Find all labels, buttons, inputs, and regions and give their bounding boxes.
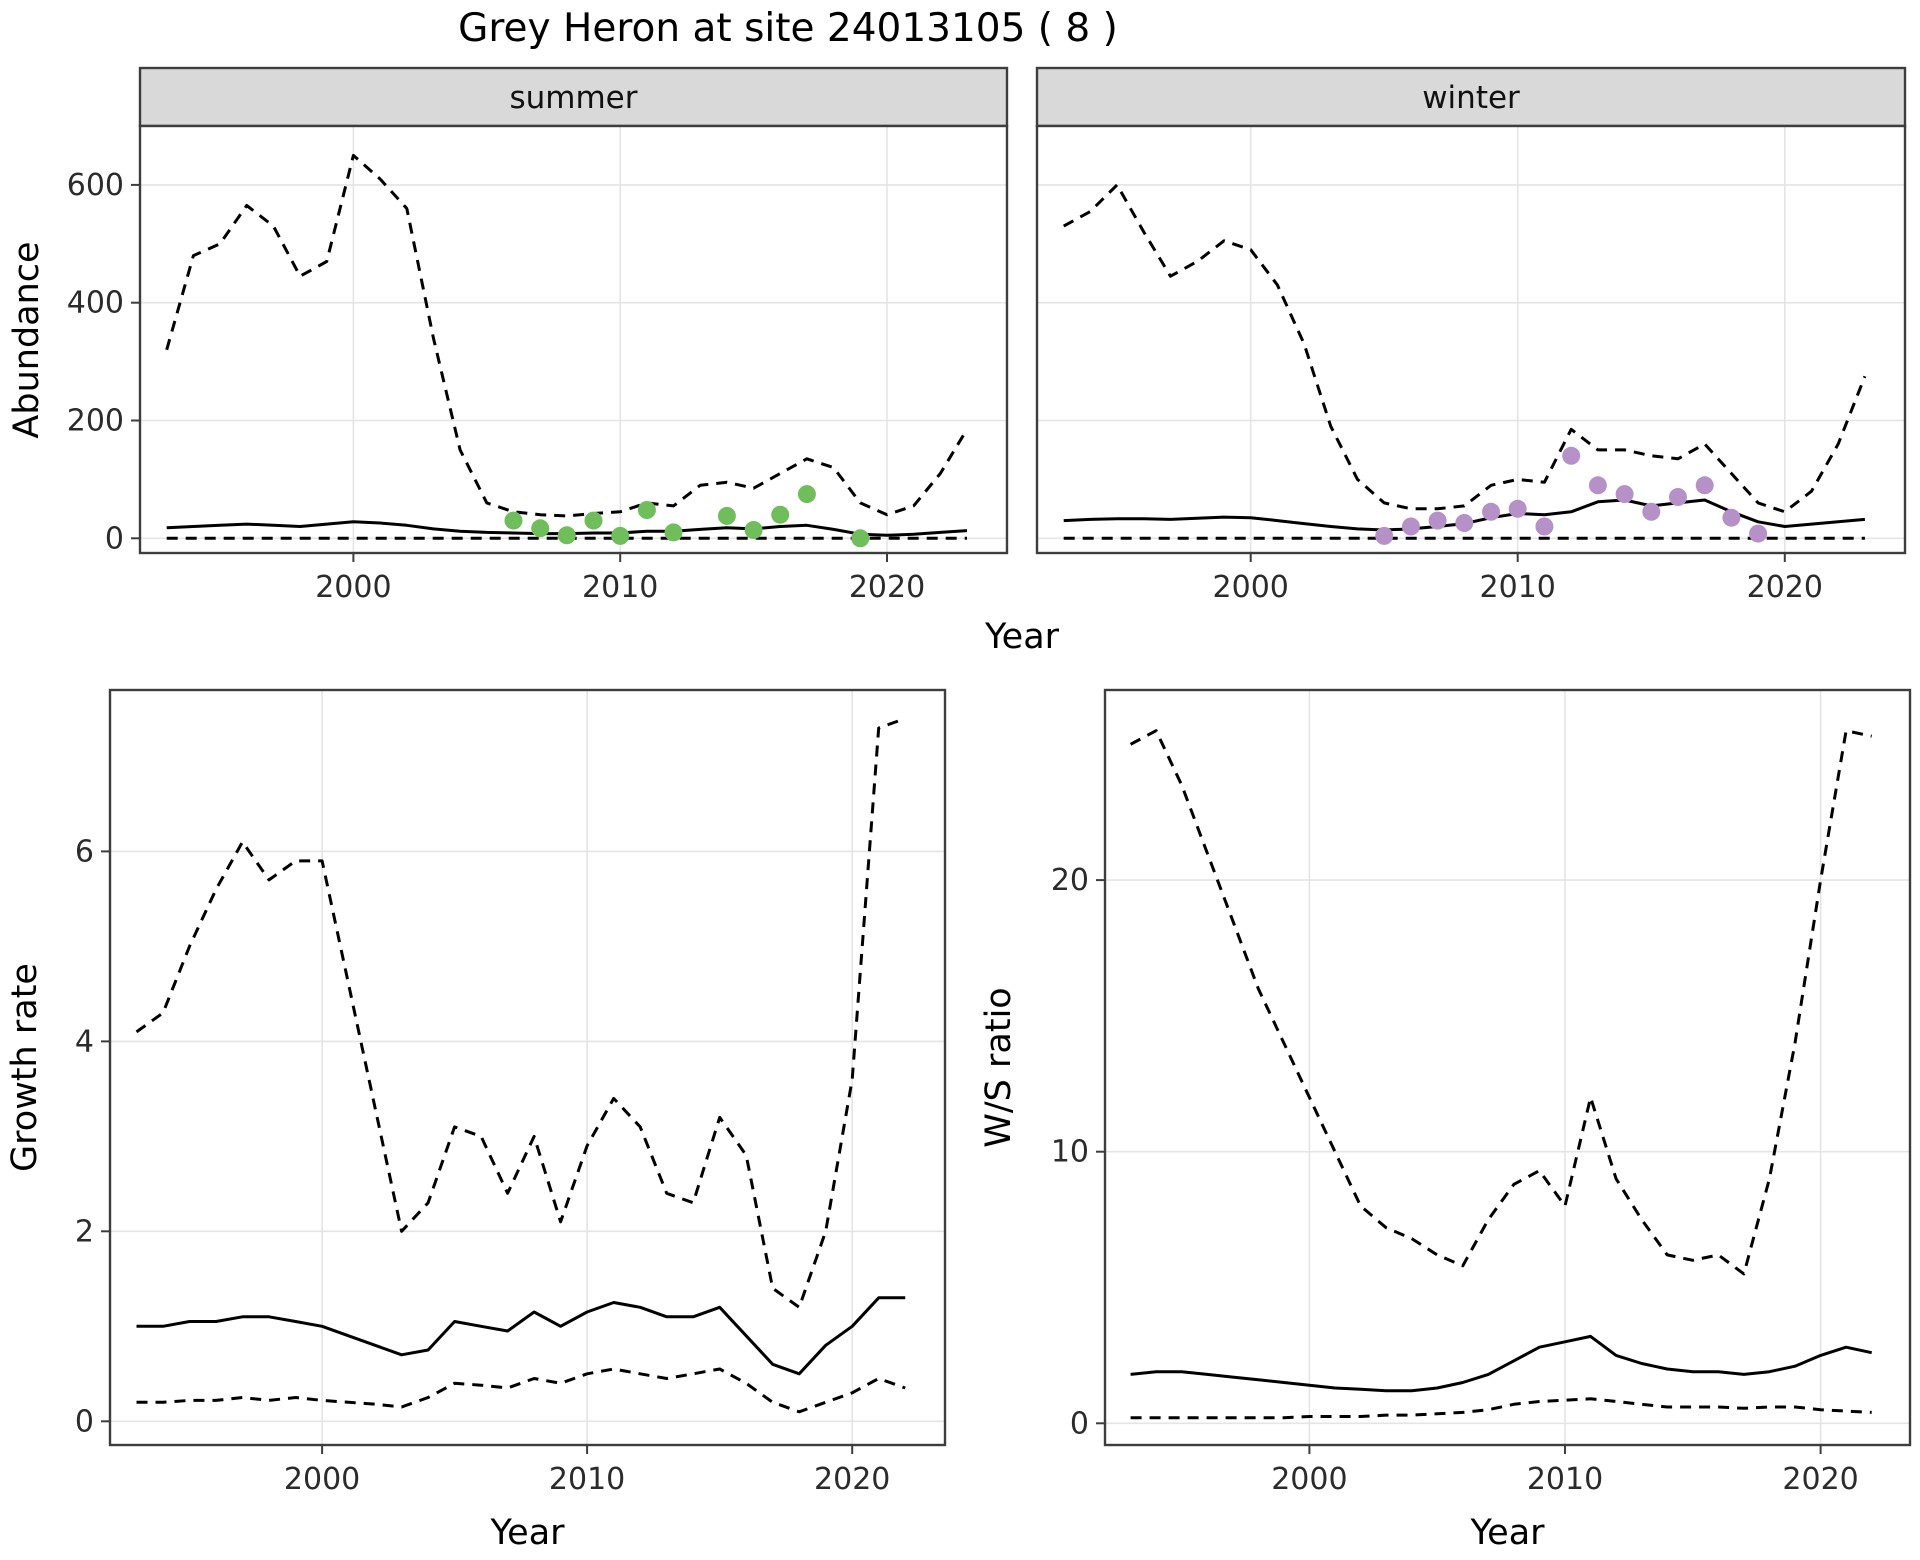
observation-point — [1615, 485, 1634, 504]
observation-point — [1375, 526, 1394, 545]
observation-point — [1749, 524, 1768, 543]
observation-point — [531, 519, 550, 538]
x-tick-label: 2010 — [1480, 570, 1556, 605]
x-tick-label: 2020 — [1782, 1462, 1858, 1497]
upper-ci-line — [1062, 183, 1867, 514]
x-axis-label: Year — [489, 1513, 565, 1553]
observation-point — [1588, 476, 1607, 495]
x-tick-label: 2020 — [849, 570, 925, 605]
observation-point — [1401, 517, 1420, 536]
x-tick-label: 2000 — [315, 570, 391, 605]
observation-point — [664, 523, 683, 542]
observation-point — [1508, 499, 1527, 518]
panel-border — [1035, 124, 1907, 555]
facet-label: summer — [509, 80, 637, 116]
facet-strip — [138, 66, 1009, 128]
observation-point — [584, 511, 603, 530]
x-axis-label: Year — [1469, 1513, 1545, 1553]
x-tick-label: 2000 — [1271, 1462, 1347, 1497]
y-tick-label: 4 — [75, 1024, 94, 1059]
y-tick-label: 20 — [1051, 863, 1089, 898]
y-tick-label: 0 — [75, 1404, 94, 1439]
observation-point — [1455, 514, 1474, 532]
panel-background — [110, 690, 945, 1445]
observation-point — [1562, 446, 1581, 465]
x-tick-label: 2010 — [549, 1462, 625, 1497]
y-tick-label: 0 — [105, 521, 124, 556]
median-line — [1130, 1334, 1873, 1393]
panel-background — [140, 126, 1007, 553]
figure-title: Grey Heron at site 24013105 ( 8 ) — [458, 6, 1118, 51]
y-tick-label: 600 — [67, 168, 124, 203]
observation-point — [1428, 511, 1447, 530]
y-tick-label: 200 — [67, 404, 124, 439]
observation-point — [504, 511, 523, 530]
x-tick-label: 2000 — [1213, 570, 1289, 605]
upper-ci-line — [135, 717, 906, 1309]
facet-label: winter — [1422, 80, 1520, 116]
x-axis-label: Year — [984, 617, 1060, 657]
observation-point — [1642, 502, 1661, 521]
observation-point — [1669, 488, 1687, 506]
y-tick-label: 0 — [1070, 1406, 1089, 1441]
panel-background — [1105, 690, 1910, 1445]
x-tick-label: 2000 — [284, 1462, 360, 1497]
median-line — [136, 1296, 906, 1376]
observation-point — [1482, 502, 1500, 521]
observation-point — [771, 505, 790, 524]
lower-ci-line — [1130, 1397, 1872, 1420]
bottom-charts-row: 2000 2010 2020 0 2 4 6 Year Growth rate 2000 2010… — [0, 660, 1920, 1560]
panel-background — [1037, 126, 1905, 553]
y-axis-label: Growth rate — [5, 963, 45, 1172]
panel-border — [1103, 688, 1912, 1447]
upper-ci-line — [1129, 729, 1873, 1276]
observation-point — [797, 485, 816, 504]
observation-point — [744, 521, 763, 539]
x-tick-label: 2020 — [814, 1462, 890, 1497]
y-axis-label: W/S ratio — [979, 987, 1019, 1147]
x-tick-label: 2010 — [1527, 1462, 1603, 1497]
panel-border — [108, 688, 947, 1447]
ws-ratio-chart: 2000 2010 2020 0 10 20 Year W/S ratio — [979, 688, 1912, 1553]
x-tick-label: 2020 — [1747, 570, 1823, 605]
observation-point — [557, 526, 576, 545]
y-tick-label: 2 — [75, 1214, 94, 1249]
y-axis-label: Abundance — [7, 241, 47, 438]
abundance-faceted-chart: summer 2000 2010 2020 0 200 400 600 winter 2000 20… — [7, 66, 1907, 657]
facet-strip — [1035, 66, 1907, 128]
observation-point — [1535, 517, 1554, 536]
growth-rate-chart: 2000 2010 2020 0 2 4 6 Year Growth rate — [5, 688, 947, 1553]
observation-point — [611, 526, 630, 545]
y-tick-label: 400 — [67, 286, 124, 321]
x-tick-label: 2010 — [582, 570, 658, 605]
observation-point — [717, 506, 736, 525]
observation-point — [1722, 508, 1741, 527]
panel-border — [138, 124, 1009, 555]
observation-point — [851, 529, 870, 548]
y-tick-label: 6 — [75, 834, 94, 869]
y-tick-label: 10 — [1051, 1135, 1089, 1170]
observation-point — [637, 501, 656, 519]
observation-point — [1695, 476, 1714, 495]
